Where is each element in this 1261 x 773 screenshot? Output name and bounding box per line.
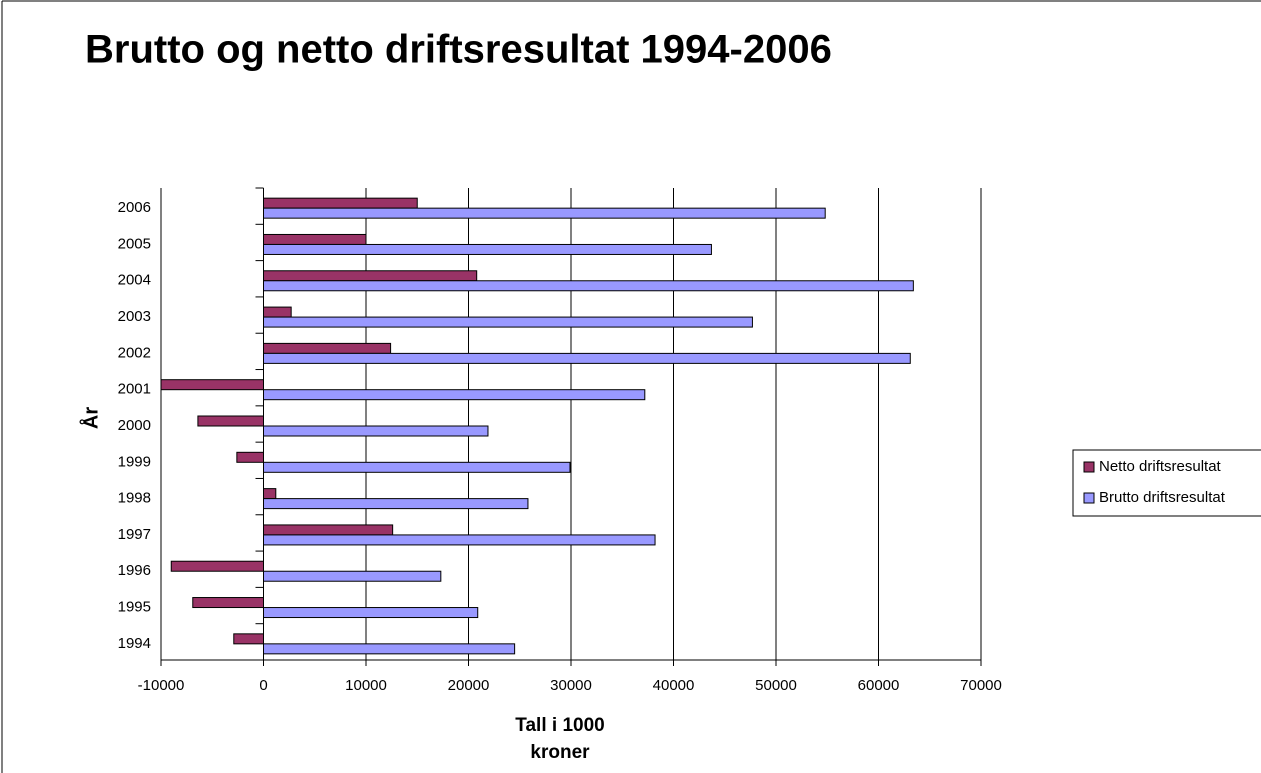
- y-tick-label: 2000: [118, 417, 151, 434]
- legend-swatch: [1083, 461, 1095, 473]
- y-tick-label: 2006: [118, 199, 151, 216]
- x-tick-label: 70000: [960, 677, 1002, 694]
- bar: [263, 352, 911, 364]
- y-tick-label: 1998: [118, 490, 151, 507]
- y-tick-label: 1997: [118, 526, 151, 543]
- bar: [160, 379, 264, 391]
- x-tick-label: 60000: [858, 677, 900, 694]
- bar: [263, 534, 656, 546]
- bar: [263, 306, 292, 318]
- legend-swatch: [1083, 492, 1095, 504]
- bar: [263, 389, 646, 401]
- bar: [192, 597, 264, 609]
- y-tick-label: 2004: [118, 272, 151, 289]
- y-tick-label: 1996: [118, 562, 151, 579]
- bar: [233, 633, 264, 645]
- bar: [263, 280, 914, 292]
- chart-title: Brutto og netto driftsresultat 1994-2006: [85, 28, 832, 72]
- bar: [263, 498, 529, 510]
- bar: [263, 342, 392, 354]
- x-tick-label: 50000: [755, 677, 797, 694]
- bar: [170, 560, 264, 572]
- legend: [1072, 449, 1261, 517]
- bar: [263, 197, 418, 209]
- x-axis-title: Tall i 1000 kroner: [515, 715, 605, 763]
- y-tick-label: 1994: [118, 635, 151, 652]
- legend-label: Brutto driftsresultat: [1099, 489, 1226, 506]
- bar: [263, 488, 277, 500]
- bar: [263, 461, 571, 473]
- bar: [263, 425, 489, 437]
- x-tick-label: 20000: [448, 677, 490, 694]
- y-tick-label: 1999: [118, 453, 151, 470]
- bar: [263, 270, 478, 282]
- legend-label: Netto driftsresultat: [1099, 458, 1222, 475]
- bar: [263, 524, 394, 536]
- y-tick-label: 1995: [118, 599, 151, 616]
- bar: [263, 243, 712, 255]
- x-tick-label: 30000: [550, 677, 592, 694]
- x-tick-label: 10000: [345, 677, 387, 694]
- bar: [263, 207, 826, 219]
- bar: [263, 316, 753, 328]
- y-axis-title: År: [78, 407, 102, 429]
- bar: [263, 607, 479, 619]
- bar: [263, 570, 442, 582]
- bar: [197, 415, 264, 427]
- y-tick-label: 2002: [118, 344, 151, 361]
- x-tick-label: 0: [259, 677, 267, 694]
- x-tick-label: 40000: [653, 677, 695, 694]
- y-tick-label: 2005: [118, 235, 151, 252]
- bar: [236, 451, 265, 463]
- bar: [263, 643, 516, 655]
- y-tick-label: 2003: [118, 308, 151, 325]
- x-tick-label: -10000: [138, 677, 185, 694]
- bar: [263, 233, 367, 245]
- y-tick-label: 2001: [118, 381, 151, 398]
